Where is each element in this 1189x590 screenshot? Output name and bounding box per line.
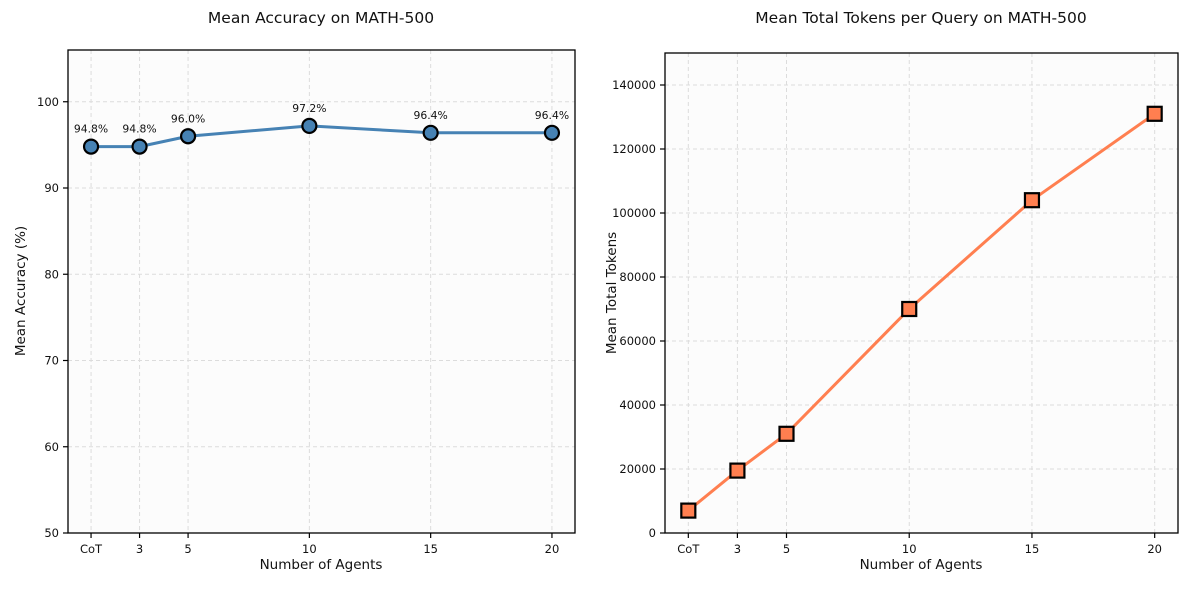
y-tick-label: 40000 (619, 398, 656, 412)
accuracy-chart: CoT 3 5 10 15 20 50 60 70 80 90 100 94.8% 94.8% 96.0% 9… (37, 49, 576, 556)
axes-frame (664, 52, 1179, 534)
data-point-circle (301, 117, 318, 135)
data-point-circle (82, 138, 100, 155)
x-tick-label: 5 (783, 542, 790, 556)
x-tick-label: 20 (545, 542, 560, 556)
x-tick-label: 5 (184, 542, 191, 556)
data-point-square (778, 425, 795, 442)
data-point-circle (179, 128, 197, 145)
data-point-square (680, 502, 697, 519)
data-point-square (901, 300, 918, 318)
y-tick-label: 80000 (619, 270, 656, 284)
data-point-square (1023, 192, 1041, 209)
y-tick-label: 50 (44, 526, 59, 540)
data-point-label: 94.8% (122, 123, 156, 136)
x-tick-label: 15 (1025, 542, 1040, 556)
tokens-chart-title: Mean Total Tokens per Query on MATH-500 (755, 9, 1087, 27)
data-point-label: 96.0% (171, 112, 205, 125)
tokens-yaxis-label: Mean Total Tokens (604, 231, 620, 355)
y-tick-label: 70 (44, 354, 59, 368)
y-tick-label: 60 (44, 440, 59, 454)
accuracy-yaxis-label: Mean Accuracy (%) (13, 225, 29, 357)
data-point-label: 96.4% (535, 109, 569, 122)
x-tick-label: 3 (734, 542, 741, 556)
data-point-label: 97.2% (292, 102, 326, 115)
x-tick-label: 3 (136, 542, 143, 556)
y-tick-label: 140000 (612, 78, 656, 92)
x-tick-label: 10 (902, 542, 917, 556)
x-tick-label: CoT (677, 542, 700, 556)
data-point-label: 94.8% (74, 123, 108, 136)
accuracy-xaxis-label: Number of Agents (259, 557, 383, 573)
tokens-chart: CoT 3 5 10 15 20 0 20000 40000 60000 80000 100000 12… (612, 52, 1179, 556)
axes-frame (67, 49, 576, 534)
accuracy-chart-title: Mean Accuracy on MATH-500 (207, 9, 435, 27)
data-line (686, 112, 1157, 513)
data-point-label: 96.4% (414, 109, 448, 122)
plot-background (665, 53, 1178, 533)
y-tick-label: 80 (44, 267, 59, 281)
y-tick-label: 60000 (619, 334, 656, 348)
y-tick-label: 100000 (612, 206, 656, 220)
plot-background (68, 50, 575, 533)
data-point-circle (543, 124, 561, 141)
y-tick-label: 0 (649, 526, 656, 540)
x-tick-label: 10 (302, 542, 317, 556)
x-tick-label: CoT (80, 542, 103, 556)
data-point-square (1146, 105, 1163, 122)
tokens-xaxis-label: Number of Agents (859, 557, 983, 573)
y-tick-label: 120000 (612, 142, 656, 156)
y-tick-label: 20000 (619, 462, 656, 476)
x-tick-label: 15 (423, 542, 438, 556)
y-tick-label: 100 (37, 95, 59, 109)
x-tick-label: 20 (1147, 542, 1162, 556)
data-point-circle (131, 138, 148, 155)
data-point-square (729, 462, 746, 479)
y-tick-label: 90 (44, 181, 59, 195)
data-point-circle (422, 124, 439, 141)
